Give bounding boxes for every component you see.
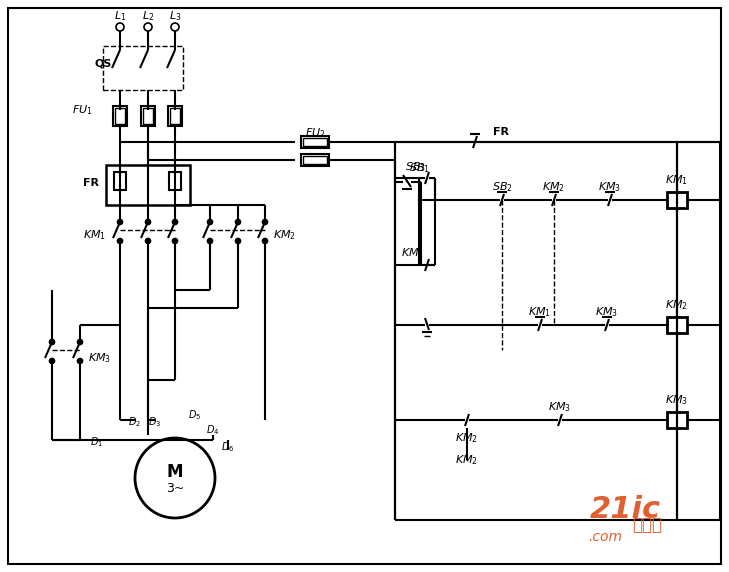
- Text: $KM_2$: $KM_2$: [542, 180, 566, 194]
- Circle shape: [173, 239, 177, 244]
- Bar: [103, 46, 183, 90]
- Circle shape: [235, 220, 241, 224]
- Bar: [113, 106, 127, 126]
- Text: $KM_3$: $KM_3$: [548, 400, 572, 414]
- Text: $L_3$: $L_3$: [169, 9, 182, 23]
- Bar: [168, 106, 182, 126]
- Text: $KM_3$: $KM_3$: [596, 305, 619, 319]
- Bar: [667, 192, 687, 208]
- Text: $KM_1$: $KM_1$: [83, 228, 106, 242]
- Bar: [170, 108, 180, 124]
- Text: $KM_1$: $KM_1$: [529, 305, 552, 319]
- Circle shape: [171, 23, 179, 31]
- Bar: [141, 106, 155, 126]
- Bar: [667, 412, 687, 428]
- Text: $KM_2$: $KM_2$: [273, 228, 296, 242]
- Text: FR: FR: [493, 127, 509, 137]
- Circle shape: [50, 340, 55, 344]
- Circle shape: [144, 23, 152, 31]
- Bar: [106, 165, 190, 205]
- Circle shape: [135, 438, 215, 518]
- Text: $D_4$: $D_4$: [206, 423, 219, 437]
- Text: QS: QS: [95, 58, 112, 68]
- Text: $D_5$: $D_5$: [188, 408, 202, 422]
- Text: $KM_2$: $KM_2$: [456, 431, 478, 445]
- Circle shape: [117, 239, 122, 244]
- Circle shape: [208, 220, 212, 224]
- Bar: [115, 108, 125, 124]
- Text: $D_1$: $D_1$: [90, 435, 104, 449]
- Text: $KM_3$: $KM_3$: [666, 393, 689, 407]
- Circle shape: [262, 239, 268, 244]
- Text: 电子网: 电子网: [632, 516, 662, 534]
- Text: $L_1$: $L_1$: [114, 9, 126, 23]
- Text: $D_3$: $D_3$: [149, 415, 162, 429]
- Text: $KM_3$: $KM_3$: [599, 180, 622, 194]
- Bar: [143, 108, 153, 124]
- Circle shape: [77, 340, 82, 344]
- Circle shape: [208, 239, 212, 244]
- Text: 3~: 3~: [165, 482, 184, 495]
- Text: M: M: [167, 463, 183, 481]
- Text: $SB_3$: $SB_3$: [405, 160, 426, 174]
- Circle shape: [50, 359, 55, 363]
- Bar: [301, 136, 329, 148]
- Text: 21ic: 21ic: [590, 495, 661, 525]
- Circle shape: [146, 239, 150, 244]
- Bar: [114, 172, 126, 190]
- Text: $SB_2$: $SB_2$: [491, 180, 512, 194]
- Text: $D_6$: $D_6$: [222, 440, 235, 454]
- Circle shape: [235, 239, 241, 244]
- Circle shape: [146, 220, 150, 224]
- Text: $KM_1$: $KM_1$: [402, 246, 424, 260]
- Text: $KM_1$: $KM_1$: [666, 173, 689, 187]
- Bar: [303, 138, 327, 146]
- Text: $KM_2$: $KM_2$: [666, 298, 688, 312]
- Bar: [303, 156, 327, 164]
- Text: FR: FR: [83, 178, 99, 188]
- Text: $FU_2$: $FU_2$: [305, 126, 325, 140]
- Text: $L_2$: $L_2$: [142, 9, 154, 23]
- Circle shape: [117, 220, 122, 224]
- Text: $SB_1$: $SB_1$: [408, 161, 429, 175]
- Circle shape: [116, 23, 124, 31]
- Bar: [169, 172, 181, 190]
- Text: $FU_1$: $FU_1$: [72, 103, 93, 117]
- Circle shape: [173, 220, 177, 224]
- Bar: [301, 154, 329, 166]
- Text: .com: .com: [588, 530, 622, 544]
- Text: $KM_3$: $KM_3$: [88, 351, 111, 365]
- Text: $D_2$: $D_2$: [128, 415, 141, 429]
- Bar: [667, 317, 687, 333]
- Circle shape: [77, 359, 82, 363]
- Circle shape: [262, 220, 268, 224]
- Text: $KM_2$: $KM_2$: [456, 453, 478, 467]
